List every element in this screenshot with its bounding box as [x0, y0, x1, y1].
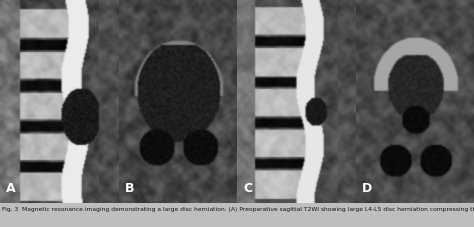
Text: A: A — [6, 182, 16, 195]
Text: D: D — [362, 182, 372, 195]
Text: B: B — [125, 182, 134, 195]
Text: C: C — [243, 182, 252, 195]
Text: Fig. 3  Magnetic resonance imaging demonstrating a large disc herniation. (A) Pr: Fig. 3 Magnetic resonance imaging demons… — [2, 207, 474, 212]
